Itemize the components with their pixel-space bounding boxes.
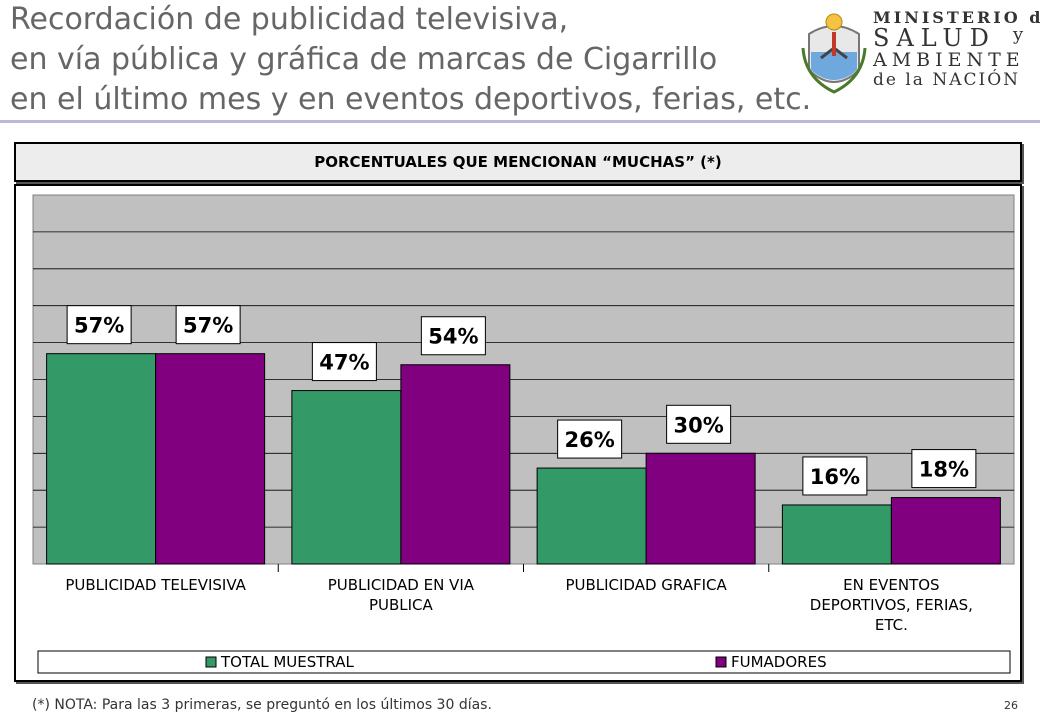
data-label-box	[66, 305, 132, 345]
data-label-box	[420, 316, 486, 356]
national-seal-icon	[801, 13, 867, 94]
page-number: 26	[1004, 699, 1018, 712]
bar-chart: 57% 57% PUBLICIDAD TELEVISIVA 47% 54% PUBLICI…	[32, 194, 1015, 674]
footnote: (*) NOTA: Para las 3 primeras, se pregun…	[32, 697, 492, 713]
data-label-box	[666, 404, 732, 444]
legend-swatch	[205, 656, 217, 668]
logo-line-2: SALUD	[873, 24, 996, 52]
category-label: PUBLICIDAD GRAFICA	[565, 576, 727, 594]
title-line-3: en el último mes y en eventos deportivos…	[10, 82, 812, 117]
bar	[46, 353, 157, 565]
data-label-box	[802, 456, 868, 496]
data-label-box	[175, 305, 241, 345]
data-label: 54%	[428, 325, 478, 349]
logo-line-4: de la NACIÓN	[873, 70, 1021, 90]
legend-box	[37, 650, 1011, 674]
legend-label: TOTAL MUESTRAL	[220, 653, 355, 671]
chart-header: PORCENTUALES QUE MENCIONAN “MUCHAS” (*)	[14, 142, 1022, 182]
bar	[536, 467, 647, 565]
bar	[890, 497, 1001, 565]
chart-frame: 57% 57% PUBLICIDAD TELEVISIVA 47% 54% PUBLICI…	[14, 184, 1022, 682]
bar	[645, 452, 756, 565]
category-label: PUBLICIDAD TELEVISIVA	[65, 576, 246, 594]
bar	[155, 353, 266, 565]
legend-swatch	[715, 656, 727, 668]
data-label: 18%	[919, 458, 969, 482]
data-label: 30%	[673, 413, 723, 437]
data-label: 26%	[564, 428, 614, 452]
bar	[781, 504, 892, 565]
category-label: PUBLICA	[369, 596, 434, 614]
title-line-1: Recordación de publicidad televisiva,	[10, 2, 569, 37]
data-label-box	[557, 419, 623, 459]
data-label: 47%	[319, 351, 369, 375]
slide-title: Recordación de publicidad televisiva, en…	[10, 0, 812, 120]
title-line-2: en vía pública y gráfica de marcas de Ci…	[10, 42, 718, 77]
data-label-box	[311, 342, 377, 382]
title-divider	[0, 120, 1040, 123]
logo-line-3: AMBIENTE	[873, 49, 1025, 71]
data-label-box	[911, 449, 977, 489]
data-label: 57%	[183, 314, 233, 338]
bar	[291, 390, 402, 565]
logo-line-2b: y	[1013, 24, 1024, 45]
bar	[400, 364, 511, 565]
category-label: DEPORTIVOS, FERIAS,	[810, 596, 973, 614]
legend-label: FUMADORES	[731, 653, 827, 671]
category-label: EN EVENTOS	[843, 576, 939, 594]
data-label: 57%	[74, 314, 124, 338]
logo-line-1: MINISTERIO de	[873, 8, 1040, 27]
data-label: 16%	[810, 465, 860, 489]
category-label: ETC.	[875, 616, 908, 634]
ministerio-logo: MINISTERIO de SALUD y AMBIENTE de la NAC…	[795, 2, 1040, 102]
category-label: PUBLICIDAD EN VIA	[328, 576, 475, 594]
